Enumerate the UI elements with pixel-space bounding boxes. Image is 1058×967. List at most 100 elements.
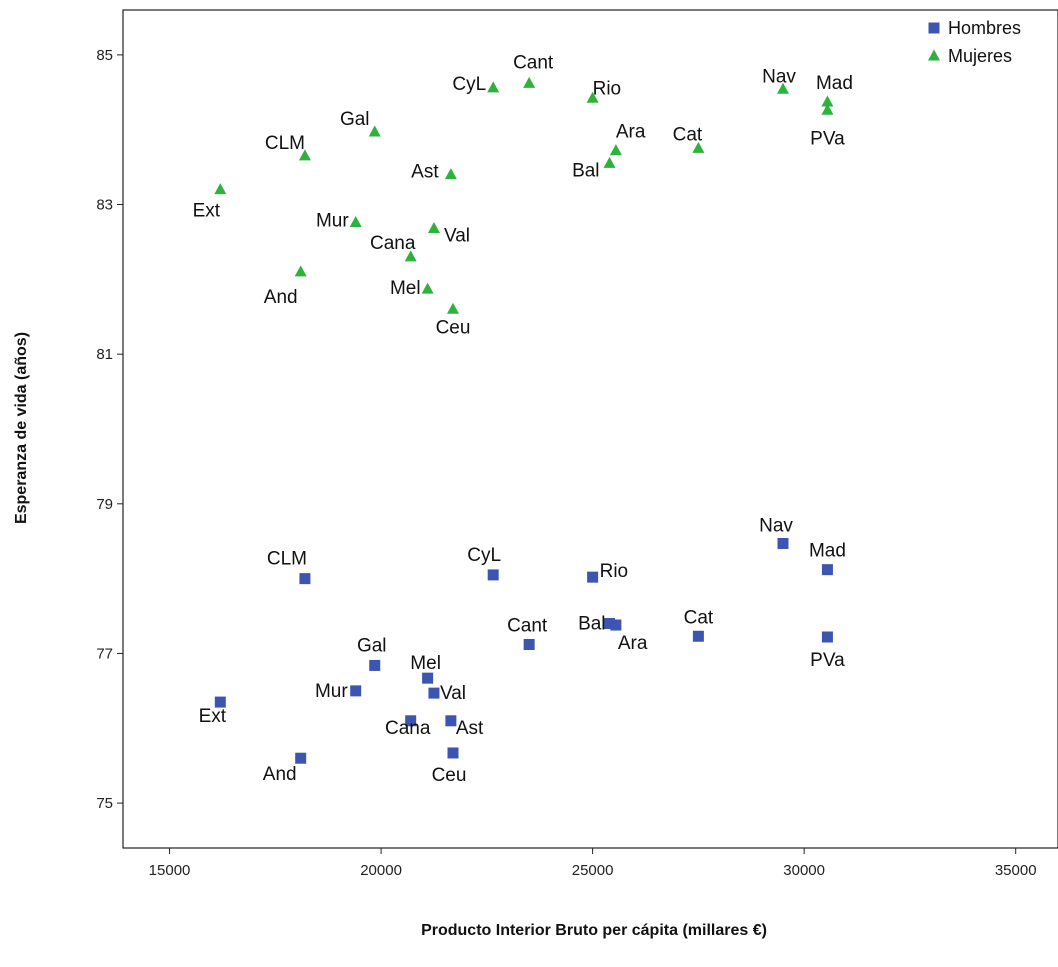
point-labels: CLM CyL Rio Nav Mad Cat PVa Bal Ara Cant Gal Mel Mur… (193, 52, 853, 786)
point-marker-square (447, 747, 459, 759)
point-label: Ceu (432, 765, 467, 786)
legend-label: Mujeres (948, 46, 1012, 66)
point-label: Bal (578, 614, 605, 635)
x-tick-label: 35000 (995, 862, 1037, 879)
point-marker-triangle (447, 302, 459, 314)
point-marker-triangle (603, 156, 616, 168)
y-axis-title: Esperanza de vida (años) (13, 332, 30, 524)
point-marker-square (692, 630, 704, 642)
point-label: CyL (452, 74, 486, 95)
point-marker-triangle (368, 125, 381, 137)
point-marker-triangle (404, 250, 417, 262)
point-marker-triangle (427, 221, 440, 233)
point-label: PVa (810, 650, 845, 671)
point-label: Ara (616, 122, 646, 143)
point-marker-square (299, 573, 311, 585)
point-marker-square (445, 715, 457, 727)
data-points (214, 76, 834, 764)
point-marker-square (610, 619, 622, 631)
point-label: Ast (411, 162, 439, 183)
point-marker-triangle (692, 141, 705, 153)
point-label: And (264, 287, 298, 308)
point-label: Cat (684, 607, 714, 628)
legend-swatch-square (928, 22, 940, 34)
point-label: Cat (673, 124, 703, 145)
x-axis-ticks: 15000 20000 25000 30000 35000 (149, 848, 1037, 879)
point-label: Nav (759, 515, 793, 536)
legend-swatch-triangle (928, 49, 940, 61)
point-marker-triangle (349, 215, 362, 227)
point-label: Mel (390, 278, 421, 299)
point-marker-triangle (298, 149, 311, 161)
x-axis-title: Producto Interior Bruto per cápita (mill… (421, 922, 767, 939)
point-label: Mad (816, 73, 853, 94)
point-label: Gal (357, 635, 387, 656)
point-label: Mur (316, 210, 349, 231)
point-marker-triangle (487, 81, 500, 93)
point-label: Mur (315, 681, 348, 702)
x-tick-label: 15000 (149, 862, 191, 879)
point-label: Cana (385, 718, 431, 739)
point-marker-triangle (609, 144, 622, 156)
y-axis-ticks: 75 77 79 81 83 85 (96, 47, 123, 812)
point-label: And (263, 764, 297, 785)
point-label: Rio (593, 78, 622, 99)
point-marker-triangle (214, 183, 227, 195)
point-marker-square (821, 564, 833, 576)
y-tick-label: 81 (96, 346, 113, 363)
point-marker-triangle (444, 168, 457, 180)
point-marker-square (523, 638, 535, 650)
legend-label: Hombres (948, 18, 1021, 38)
point-label: CLM (265, 133, 305, 154)
point-label: CyL (467, 545, 501, 566)
point-label: Cant (507, 615, 548, 636)
point-marker-triangle (523, 76, 536, 88)
point-marker-square (821, 631, 833, 643)
point-label: Cana (370, 233, 416, 254)
y-tick-label: 85 (96, 47, 113, 64)
point-label: Bal (572, 160, 599, 181)
point-marker-triangle (294, 265, 307, 277)
point-marker-square (487, 569, 499, 581)
x-tick-label: 30000 (783, 862, 825, 879)
plot-frame (122, 9, 1058, 849)
point-marker-square (604, 618, 616, 630)
legend: Hombres Mujeres (928, 18, 1021, 66)
y-tick-label: 75 (96, 795, 113, 812)
point-label: Cant (513, 52, 554, 73)
point-label: Rio (600, 561, 629, 582)
point-marker-triangle (777, 82, 789, 94)
point-label: Ext (193, 201, 221, 222)
point-marker-square (777, 537, 789, 549)
point-marker-square (405, 715, 417, 727)
point-marker-square (350, 685, 362, 697)
point-label: Nav (762, 66, 796, 87)
y-tick-label: 79 (96, 496, 113, 513)
point-label: PVa (810, 128, 845, 149)
point-label: Ara (618, 633, 648, 654)
point-label: Ceu (436, 317, 471, 338)
y-tick-label: 83 (96, 197, 113, 214)
point-label: Mel (410, 653, 441, 674)
point-marker-triangle (821, 95, 834, 107)
y-tick-label: 77 (96, 645, 113, 662)
point-label: Val (444, 225, 470, 246)
point-label: Gal (340, 109, 370, 130)
point-marker-triangle (421, 282, 434, 294)
x-tick-label: 20000 (360, 862, 402, 879)
point-marker-square (428, 687, 440, 699)
point-label: Mad (809, 541, 846, 562)
point-marker-square (587, 571, 599, 583)
point-marker-square (422, 672, 434, 684)
point-marker-square (369, 659, 381, 671)
point-marker-square (295, 752, 307, 764)
x-tick-label: 25000 (572, 862, 614, 879)
point-label: CLM (267, 549, 307, 570)
point-label: Ast (456, 718, 484, 739)
point-label: Val (440, 683, 466, 704)
point-marker-square (214, 696, 226, 708)
point-marker-triangle (821, 103, 834, 115)
point-marker-triangle (586, 91, 599, 103)
point-label: Ext (199, 706, 227, 727)
